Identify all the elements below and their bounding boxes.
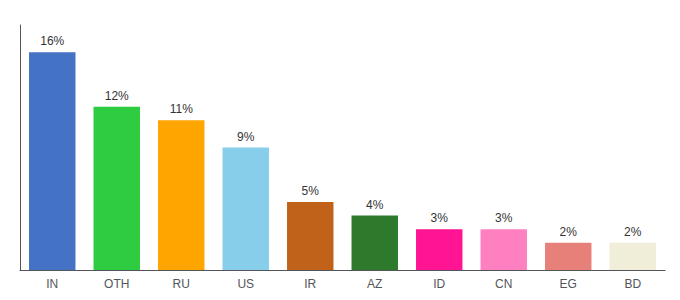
- svg-text:3%: 3%: [495, 211, 513, 225]
- svg-text:16%: 16%: [40, 34, 64, 48]
- svg-text:AZ: AZ: [367, 277, 382, 291]
- svg-text:IR: IR: [304, 277, 316, 291]
- svg-text:RU: RU: [173, 277, 190, 291]
- svg-text:2%: 2%: [624, 225, 642, 239]
- svg-text:CN: CN: [495, 277, 512, 291]
- svg-text:US: US: [237, 277, 254, 291]
- svg-text:OTH: OTH: [104, 277, 129, 291]
- svg-text:IN: IN: [46, 277, 58, 291]
- svg-text:EG: EG: [560, 277, 577, 291]
- svg-text:9%: 9%: [237, 130, 255, 144]
- svg-text:3%: 3%: [431, 211, 449, 225]
- svg-text:11%: 11%: [170, 102, 193, 116]
- svg-text:BD: BD: [624, 277, 641, 291]
- svg-text:2%: 2%: [560, 225, 578, 239]
- svg-text:4%: 4%: [366, 198, 384, 212]
- svg-text:12%: 12%: [105, 89, 129, 103]
- svg-text:5%: 5%: [302, 184, 320, 198]
- svg-text:ID: ID: [433, 277, 445, 291]
